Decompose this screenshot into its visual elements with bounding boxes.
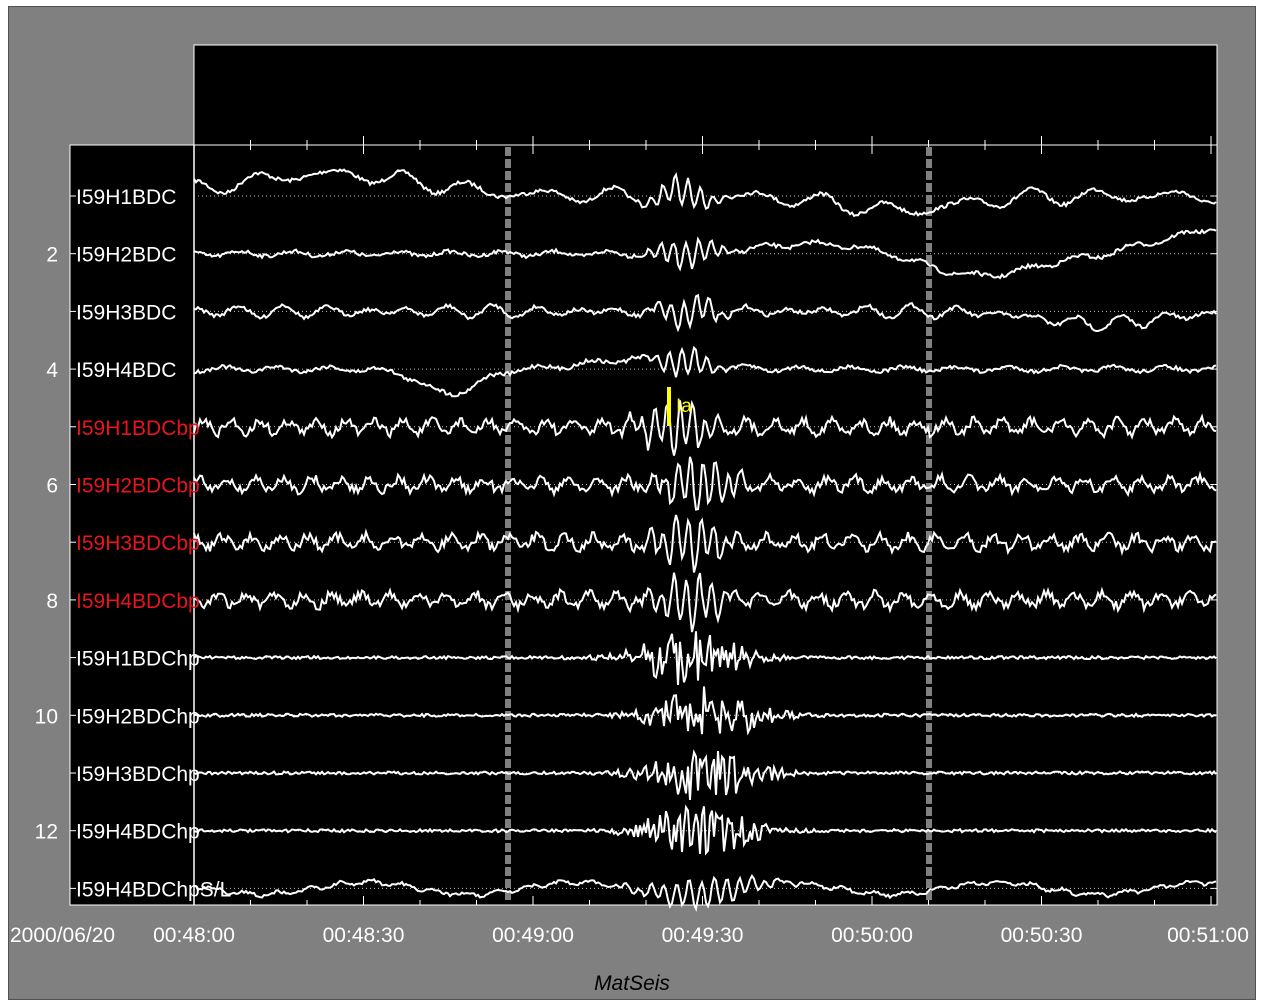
waveform-trace[interactable] [193, 749, 1217, 800]
x-tick-label: 00:48:30 [323, 924, 405, 947]
waveform-trace[interactable] [193, 228, 1217, 280]
waveform-trace[interactable] [193, 399, 1217, 456]
waveform-trace[interactable] [194, 293, 1217, 333]
channel-label[interactable]: I59H1BDCbp [76, 417, 200, 440]
trace-panel[interactable] [69, 144, 1218, 906]
date-label: 2000/06/20 [10, 924, 115, 947]
app-name-label: MatSeis [594, 972, 670, 995]
channel-label[interactable]: I59H2BDC [76, 244, 176, 267]
channel-label[interactable]: I59H1BDChp [76, 648, 200, 671]
channel-label[interactable]: I59H3BDCbp [76, 532, 200, 555]
channel-label[interactable]: I59H4BDC [76, 359, 176, 382]
waveform-trace[interactable] [193, 631, 1217, 686]
waveform-trace[interactable] [193, 804, 1217, 856]
y-tick-label: 4 [46, 359, 58, 382]
x-tick-labels: 00:48:00 00:48:30 00:49:00 00:49:30 00:50:00… [153, 924, 1249, 947]
y-tick-label: 6 [46, 475, 58, 498]
channel-label[interactable]: I59H4BDChp [76, 821, 200, 844]
channel-label[interactable]: I59H3BDChp [76, 763, 200, 786]
x-tick-label: 00:49:00 [492, 924, 574, 947]
waveform-trace[interactable] [193, 874, 1217, 912]
y-tick-labels: 2 4 6 8 10 12 [35, 244, 59, 844]
channel-label[interactable]: I59H2BDCbp [76, 475, 200, 498]
waveform-trace[interactable] [193, 514, 1217, 573]
waveform-trace[interactable] [193, 572, 1217, 633]
waveform-trace[interactable] [193, 345, 1217, 398]
waveform-trace[interactable] [193, 686, 1217, 736]
channel-labels[interactable]: I59H1BDC I59H2BDC I59H3BDC I59H4BDC I59H1BDC… [76, 186, 231, 901]
waveform-traces[interactable] [193, 168, 1217, 912]
phase-pick[interactable]: Ia [667, 387, 692, 426]
channel-label[interactable]: I59H2BDChp [76, 705, 200, 728]
x-tick-label: 00:48:00 [153, 924, 235, 947]
x-tick-label: 00:50:00 [831, 924, 913, 947]
pick-label: Ia [676, 396, 692, 417]
overview-panel[interactable] [193, 44, 1218, 146]
waveform-trace[interactable] [193, 456, 1217, 511]
y-tick-label: 10 [35, 705, 58, 728]
x-tick-label: 00:49:30 [662, 924, 744, 947]
overview-ticks [193, 136, 1212, 145]
x-tick-label: 00:50:30 [1001, 924, 1083, 947]
channel-label[interactable]: I59H4BDChpS/L [76, 878, 231, 901]
channel-label[interactable]: I59H4BDCbp [76, 590, 200, 613]
y-tick-label: 8 [46, 590, 58, 613]
y-tick-label: 12 [35, 821, 58, 844]
waveform-trace[interactable] [193, 168, 1217, 218]
x-tick-label: 00:51:00 [1167, 924, 1249, 947]
channel-label[interactable]: I59H3BDC [76, 301, 176, 324]
y-tick-label: 2 [46, 244, 58, 267]
channel-label[interactable]: I59H1BDC [76, 186, 176, 209]
